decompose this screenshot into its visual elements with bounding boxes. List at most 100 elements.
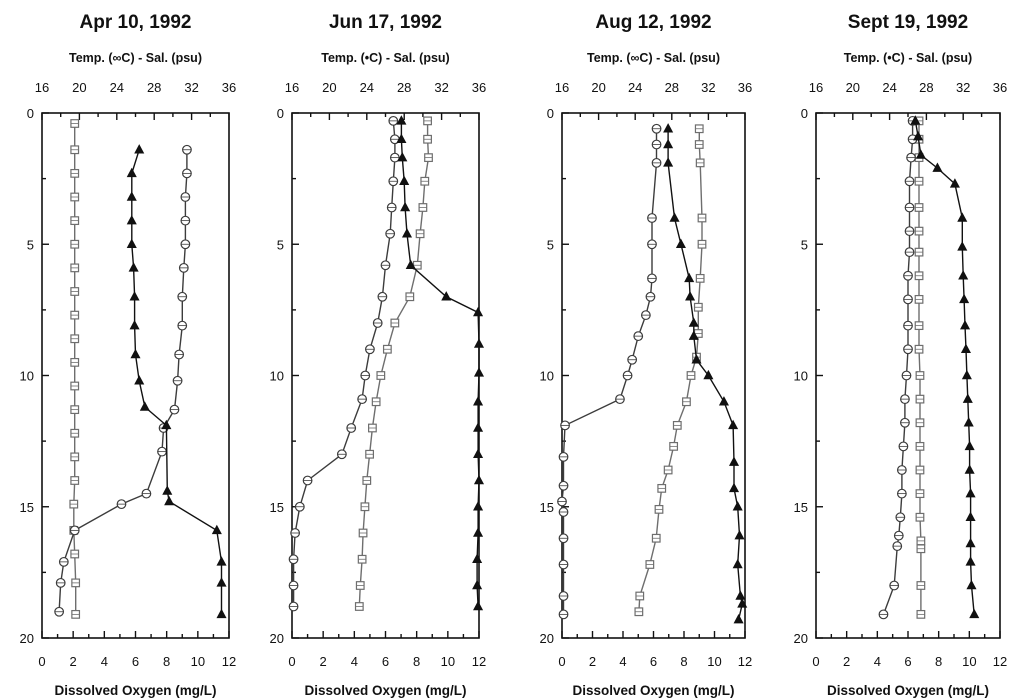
series-circle	[288, 115, 400, 612]
data-point	[669, 212, 680, 222]
y-tick-label: 15	[540, 500, 554, 515]
data-point	[728, 419, 739, 430]
data-point	[473, 600, 484, 611]
data-point	[688, 330, 699, 340]
bottom-tick-label: 4	[619, 654, 626, 669]
data-point	[965, 537, 976, 548]
series-circle	[878, 115, 918, 620]
bottom-tick-label: 10	[441, 654, 455, 669]
bottom-tick-label: 12	[222, 654, 236, 669]
data-point	[965, 487, 976, 498]
y-tick-label: 0	[547, 106, 554, 121]
data-point	[964, 464, 975, 474]
data-point	[473, 448, 484, 458]
data-point	[663, 138, 674, 149]
series-line	[882, 120, 914, 615]
top-tick-label: 32	[184, 80, 198, 95]
data-point	[675, 238, 686, 248]
bottom-tick-label: 2	[589, 654, 596, 669]
top-tick-label: 24	[360, 80, 374, 95]
bottom-tick-label: 6	[650, 654, 657, 669]
data-point	[961, 369, 972, 380]
bottom-tick-label: 0	[288, 654, 295, 669]
y-tick-label: 10	[540, 369, 554, 384]
bottom-tick-label: 4	[101, 654, 108, 669]
data-point	[130, 348, 141, 359]
bottom-tick-label: 12	[472, 654, 486, 669]
top-tick-label: 20	[591, 80, 605, 95]
chart-panel-4: Sept 19, 1992 Temp. (•C) - Sal. (psu) Diss…	[794, 12, 1008, 698]
data-point	[963, 417, 974, 427]
bottom-tick-label: 8	[163, 654, 170, 669]
y-tick-label: 0	[277, 106, 284, 121]
series-line	[358, 120, 430, 607]
data-point	[441, 291, 452, 301]
data-point	[932, 162, 943, 172]
data-point	[957, 241, 968, 251]
data-point	[949, 178, 960, 188]
y-tick-label: 20	[540, 631, 554, 646]
data-point	[164, 495, 175, 506]
data-point	[733, 613, 744, 624]
data-point	[688, 317, 699, 327]
bottom-axis-label: Dissolved Oxygen (mg/L)	[54, 683, 216, 698]
bottom-tick-label: 4	[351, 654, 358, 669]
top-tick-label: 20	[72, 80, 86, 95]
data-point	[910, 115, 921, 125]
top-tick-label: 32	[956, 80, 970, 95]
bottom-tick-label: 8	[413, 654, 420, 669]
chart-panel-3: Aug 12, 1992 Temp. (∞C) - Sal. (psu) Disso…	[540, 12, 753, 698]
series-line	[561, 128, 658, 615]
y-tick-label: 0	[27, 106, 34, 121]
series-square	[354, 116, 433, 611]
data-point	[211, 524, 222, 535]
top-tick-label: 24	[110, 80, 124, 95]
data-point	[162, 485, 173, 495]
series-square	[914, 116, 926, 619]
data-point	[732, 558, 743, 569]
bottom-axis-label: Dissolved Oxygen (mg/L)	[304, 683, 466, 698]
data-point	[735, 590, 746, 600]
y-tick-label: 20	[270, 631, 284, 646]
data-point	[400, 201, 411, 212]
data-point	[126, 191, 137, 201]
y-tick-label: 10	[20, 369, 34, 384]
bottom-tick-label: 0	[812, 654, 819, 669]
bottom-tick-label: 2	[843, 654, 850, 669]
data-point	[134, 375, 145, 385]
data-point	[964, 440, 975, 451]
data-point	[728, 456, 740, 466]
top-tick-label: 24	[628, 80, 642, 95]
top-axis-label: Temp. (∞C) - Sal. (psu)	[587, 51, 720, 65]
top-tick-label: 24	[882, 80, 896, 95]
series-line	[638, 128, 703, 612]
data-point	[962, 393, 973, 403]
bottom-tick-label: 8	[680, 654, 687, 669]
data-point	[473, 474, 485, 485]
bottom-tick-label: 2	[320, 654, 327, 669]
plot-frame	[41, 112, 230, 639]
series-line	[914, 120, 975, 615]
data-point	[969, 608, 980, 619]
y-tick-label: 5	[277, 237, 284, 252]
chart-panel-1: Apr 10, 1992 Temp. (∞C) - Sal. (psu) Disso…	[20, 12, 237, 698]
top-axis-label: Temp. (•C) - Sal. (psu)	[321, 51, 449, 65]
chart-panel-2: Jun 17, 1992 Temp. (•C) - Sal. (psu) Disso…	[270, 12, 487, 698]
bottom-tick-label: 6	[132, 654, 139, 669]
data-point	[473, 367, 485, 377]
series-line	[292, 120, 396, 607]
data-point	[913, 130, 924, 141]
series-triangle	[663, 123, 748, 624]
bottom-tick-label: 0	[558, 654, 565, 669]
data-point	[958, 270, 969, 280]
top-tick-label: 20	[322, 80, 336, 95]
top-tick-label: 28	[147, 80, 161, 95]
y-tick-label: 15	[270, 500, 284, 515]
data-point	[399, 175, 410, 185]
data-point	[737, 598, 748, 608]
y-tick-label: 15	[20, 500, 34, 515]
top-tick-label: 36	[472, 80, 486, 95]
data-point	[396, 133, 407, 143]
series-square	[634, 124, 707, 617]
